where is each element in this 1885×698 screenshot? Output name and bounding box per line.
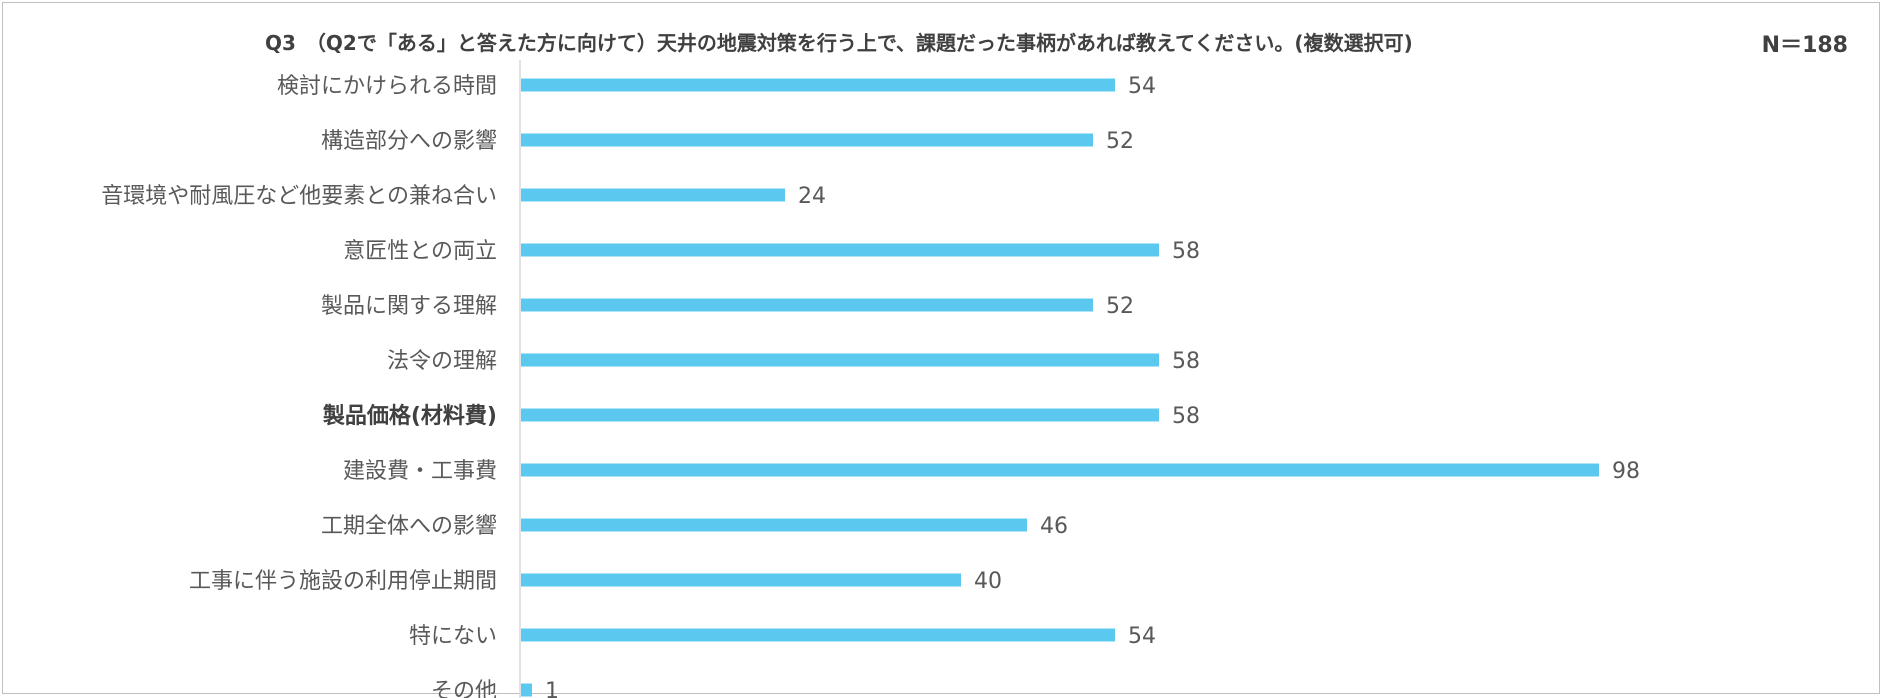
data-label: 58 <box>1172 349 1200 374</box>
category-label: 音環境や耐風圧など他要素との兼ね合い <box>101 184 497 209</box>
bar <box>521 243 1159 257</box>
data-label: 52 <box>1106 129 1134 154</box>
category-label: 構造部分への影響 <box>321 129 497 154</box>
category-label: 検討にかけられる時間 <box>277 74 497 99</box>
bar <box>521 628 1115 642</box>
category-label: 建設費・工事費 <box>343 459 497 484</box>
bar <box>521 298 1093 312</box>
data-label: 54 <box>1128 624 1156 649</box>
data-label: 58 <box>1172 404 1200 429</box>
bar <box>521 573 961 587</box>
chart-title: Q3 （Q2で「ある」と答えた方に向けて）天井の地震対策を行う上で、課題だった事… <box>265 31 1413 55</box>
data-label: 52 <box>1106 294 1134 319</box>
bar <box>521 408 1159 422</box>
category-label: 法令の理解 <box>387 349 497 374</box>
bar <box>521 353 1159 367</box>
data-label: 54 <box>1128 74 1156 99</box>
category-label: 意匠性との両立 <box>343 239 497 264</box>
bar <box>521 188 785 202</box>
category-label: 工事に伴う施設の利用停止期間 <box>189 569 497 594</box>
data-label: 98 <box>1612 459 1640 484</box>
category-label: 製品価格(材料費) <box>322 403 497 429</box>
data-label: 40 <box>974 569 1002 594</box>
data-label: 24 <box>798 184 826 209</box>
bar <box>521 518 1027 532</box>
sample-size-label: N＝188 <box>1761 33 1848 58</box>
data-label: 46 <box>1040 514 1068 539</box>
bar <box>521 133 1093 147</box>
category-label: 製品に関する理解 <box>321 294 497 319</box>
data-label: 1 <box>545 679 559 698</box>
category-label: その他 <box>431 679 497 698</box>
data-label: 58 <box>1172 239 1200 264</box>
category-label: 特にない <box>409 624 497 649</box>
bar <box>521 463 1599 477</box>
bar <box>521 683 532 697</box>
bar <box>521 78 1115 92</box>
category-label: 工期全体への影響 <box>321 514 497 539</box>
